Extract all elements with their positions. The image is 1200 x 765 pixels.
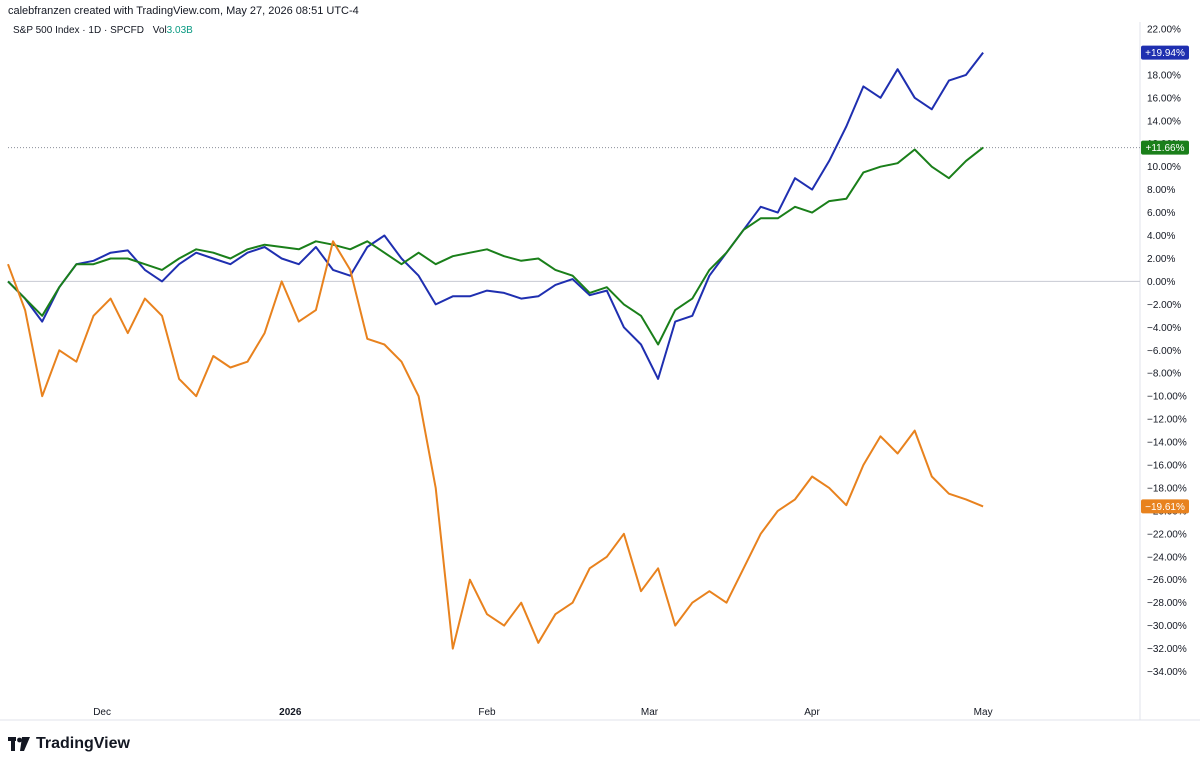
y-tick-label: −10.00% (1147, 392, 1187, 403)
last-value-badge-0 (1141, 45, 1189, 60)
tradingview-logo-icon (8, 737, 30, 751)
x-axis-ticks: Dec 2026 Feb Mar Apr May (93, 707, 992, 718)
y-tick-label: −32.00% (1147, 644, 1187, 655)
y-tick-label: 6.00% (1147, 208, 1175, 219)
last-value-label-1: +11.66% (1145, 143, 1184, 154)
y-tick-label: −14.00% (1147, 438, 1187, 449)
symbol-line: S&P 500 Index · 1D · SPCFD (13, 25, 144, 36)
x-tick-label: Mar (641, 707, 659, 718)
y-tick-label: −28.00% (1147, 598, 1187, 609)
y-tick-label: 22.00% (1147, 25, 1181, 36)
y-tick-label: 14.00% (1147, 116, 1181, 127)
y-tick-label: −24.00% (1147, 552, 1187, 563)
y-tick-label: 18.00% (1147, 70, 1181, 81)
last-value-label-0: +19.94% (1145, 48, 1185, 59)
last-value-badge-1 (1141, 140, 1189, 155)
chart-attribution: calebfranzen created with TradingView.co… (8, 5, 359, 17)
brand-name: TradingView (36, 735, 130, 752)
last-value-badge-2 (1141, 499, 1189, 514)
y-axis-ticks: 22.00%20.00%18.00%16.00%14.00%12.00%10.0… (1147, 25, 1187, 679)
y-tick-label: 8.00% (1147, 185, 1175, 196)
y-tick-label: −30.00% (1147, 621, 1187, 632)
vol-value: 3.03B (166, 25, 193, 36)
y-tick-label: −34.00% (1147, 667, 1187, 678)
x-tick-label: Feb (478, 707, 496, 718)
symbol-legend: S&P 500 Index · 1D · SPCFD Vol3.03B (13, 25, 193, 36)
y-tick-label: 2.00% (1147, 254, 1175, 265)
y-tick-label: −18.00% (1147, 483, 1187, 494)
series-line-0 (7, 51, 984, 380)
y-tick-label: 0.00% (1147, 277, 1175, 288)
series-line-1 (7, 146, 984, 346)
vol-label: Vol (152, 25, 167, 36)
y-tick-label: −12.00% (1147, 415, 1187, 426)
last-value-badges: +19.94% +11.66% −19.61% (1141, 45, 1189, 514)
y-tick-label: 4.00% (1147, 231, 1175, 242)
x-tick-label: May (974, 707, 993, 718)
y-tick-label: 10.00% (1147, 162, 1181, 173)
last-value-label-2: −19.61% (1145, 502, 1185, 513)
y-tick-label: −2.00% (1147, 300, 1181, 311)
x-tick-label: Apr (804, 707, 820, 718)
y-tick-label: −22.00% (1147, 529, 1187, 540)
x-tick-label: Dec (93, 707, 111, 718)
x-tick-label: 2026 (279, 707, 302, 718)
y-tick-label: −8.00% (1147, 369, 1181, 380)
tradingview-brand[interactable]: TradingView (8, 735, 130, 753)
series-line-2 (7, 240, 984, 650)
y-tick-label: 16.00% (1147, 93, 1181, 104)
y-tick-label: −6.00% (1147, 346, 1181, 357)
y-tick-label: −16.00% (1147, 461, 1187, 472)
y-tick-label: −26.00% (1147, 575, 1187, 586)
y-tick-label: −4.00% (1147, 323, 1181, 334)
series-lines (7, 51, 984, 650)
